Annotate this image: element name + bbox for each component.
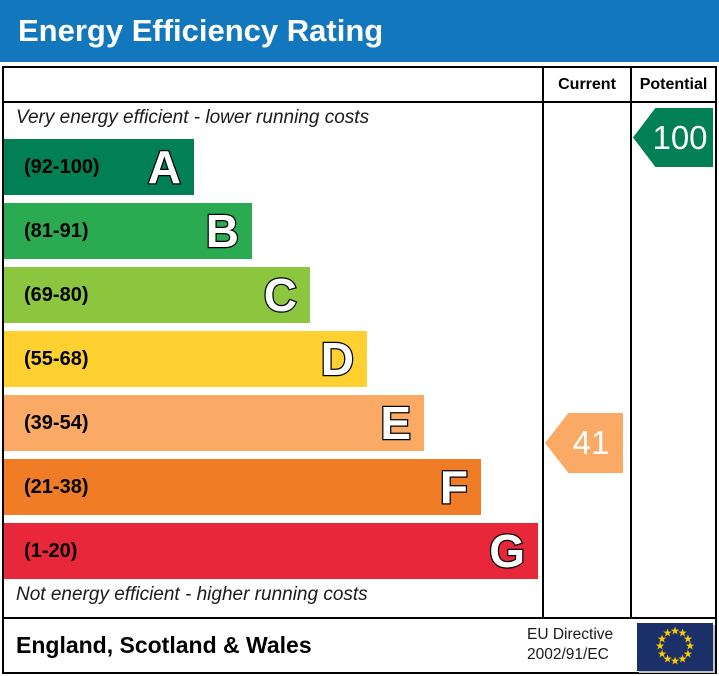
region-label: England, Scotland & Wales [16, 632, 312, 658]
band-letter: D [320, 333, 356, 385]
eu-star-icon: ★ [657, 633, 667, 645]
band-letter: E [379, 397, 412, 449]
band-range-label: (39-54) [24, 411, 89, 434]
eu-flag-icon: ★ ★ ★ ★ ★ ★ ★ ★ ★ ★ ★ ★ [637, 623, 713, 671]
page-title: Energy Efficiency Rating [18, 13, 384, 48]
potential-column-header: Potential [639, 75, 708, 93]
eu-star-icon: ★ [683, 648, 693, 660]
eu-star-icon: ★ [677, 627, 688, 640]
band-range-label: (81-91) [24, 219, 89, 242]
eu-directive-line2: 2002/91/EC [527, 646, 609, 663]
eu-star-icon: ★ [685, 640, 695, 653]
band-row-g: (1-20) G [4, 523, 538, 579]
caption-not-efficient: Not energy efficient - higher running co… [16, 584, 368, 605]
band-range-label: (21-38) [24, 475, 89, 498]
eu-star-icon: ★ [655, 640, 665, 653]
band-letter: C [263, 269, 299, 321]
eu-directive-line1: EU Directive [527, 626, 614, 643]
rating-table: Current Potential Very energy efficient … [2, 66, 717, 674]
current-rating-value: 41 [572, 424, 610, 461]
band-row-d: (55-68) D [4, 331, 367, 387]
potential-column-divider [630, 68, 632, 619]
eu-star-icon: ★ [683, 633, 693, 645]
eu-star-icon: ★ [670, 655, 680, 668]
header-divider-line [4, 101, 715, 103]
current-column-header: Current [558, 75, 616, 93]
eu-star-icon: ★ [657, 648, 667, 660]
band-letter: A [147, 141, 183, 193]
band-range-label: (55-68) [24, 347, 89, 370]
band-letter: B [205, 205, 241, 257]
eu-star-icon: ★ [662, 627, 673, 640]
band-row-b: (81-91) B [4, 203, 252, 259]
current-rating-arrow: 41 [545, 413, 623, 473]
eu-star-icon: ★ [662, 653, 673, 666]
current-column-divider [542, 68, 544, 619]
band-range-label: (1-20) [24, 539, 78, 562]
eu-star-icon: ★ [670, 625, 680, 638]
potential-rating-arrow: 100 [633, 108, 713, 167]
band-letter: F [439, 461, 470, 513]
band-row-f: (21-38) F [4, 459, 481, 515]
footer-divider-line [4, 617, 715, 619]
eu-star-icon: ★ [677, 653, 688, 666]
band-range-label: (69-80) [24, 283, 89, 306]
caption-very-efficient: Very energy efficient - lower running co… [16, 107, 370, 128]
band-row-c: (69-80) C [4, 267, 310, 323]
band-range-label: (92-100) [24, 155, 100, 178]
rating-bands: (92-100) A (81-91) B (69-80) C (55-68) D (39-54)… [4, 139, 538, 587]
potential-rating-value: 100 [652, 118, 708, 156]
band-row-a: (92-100) A [4, 139, 194, 195]
band-row-e: (39-54) E [4, 395, 424, 451]
eu-directive-label: EU Directive 2002/91/EC [527, 625, 613, 665]
band-letter: G [488, 525, 526, 577]
title-bar: Energy Efficiency Rating [0, 0, 719, 62]
